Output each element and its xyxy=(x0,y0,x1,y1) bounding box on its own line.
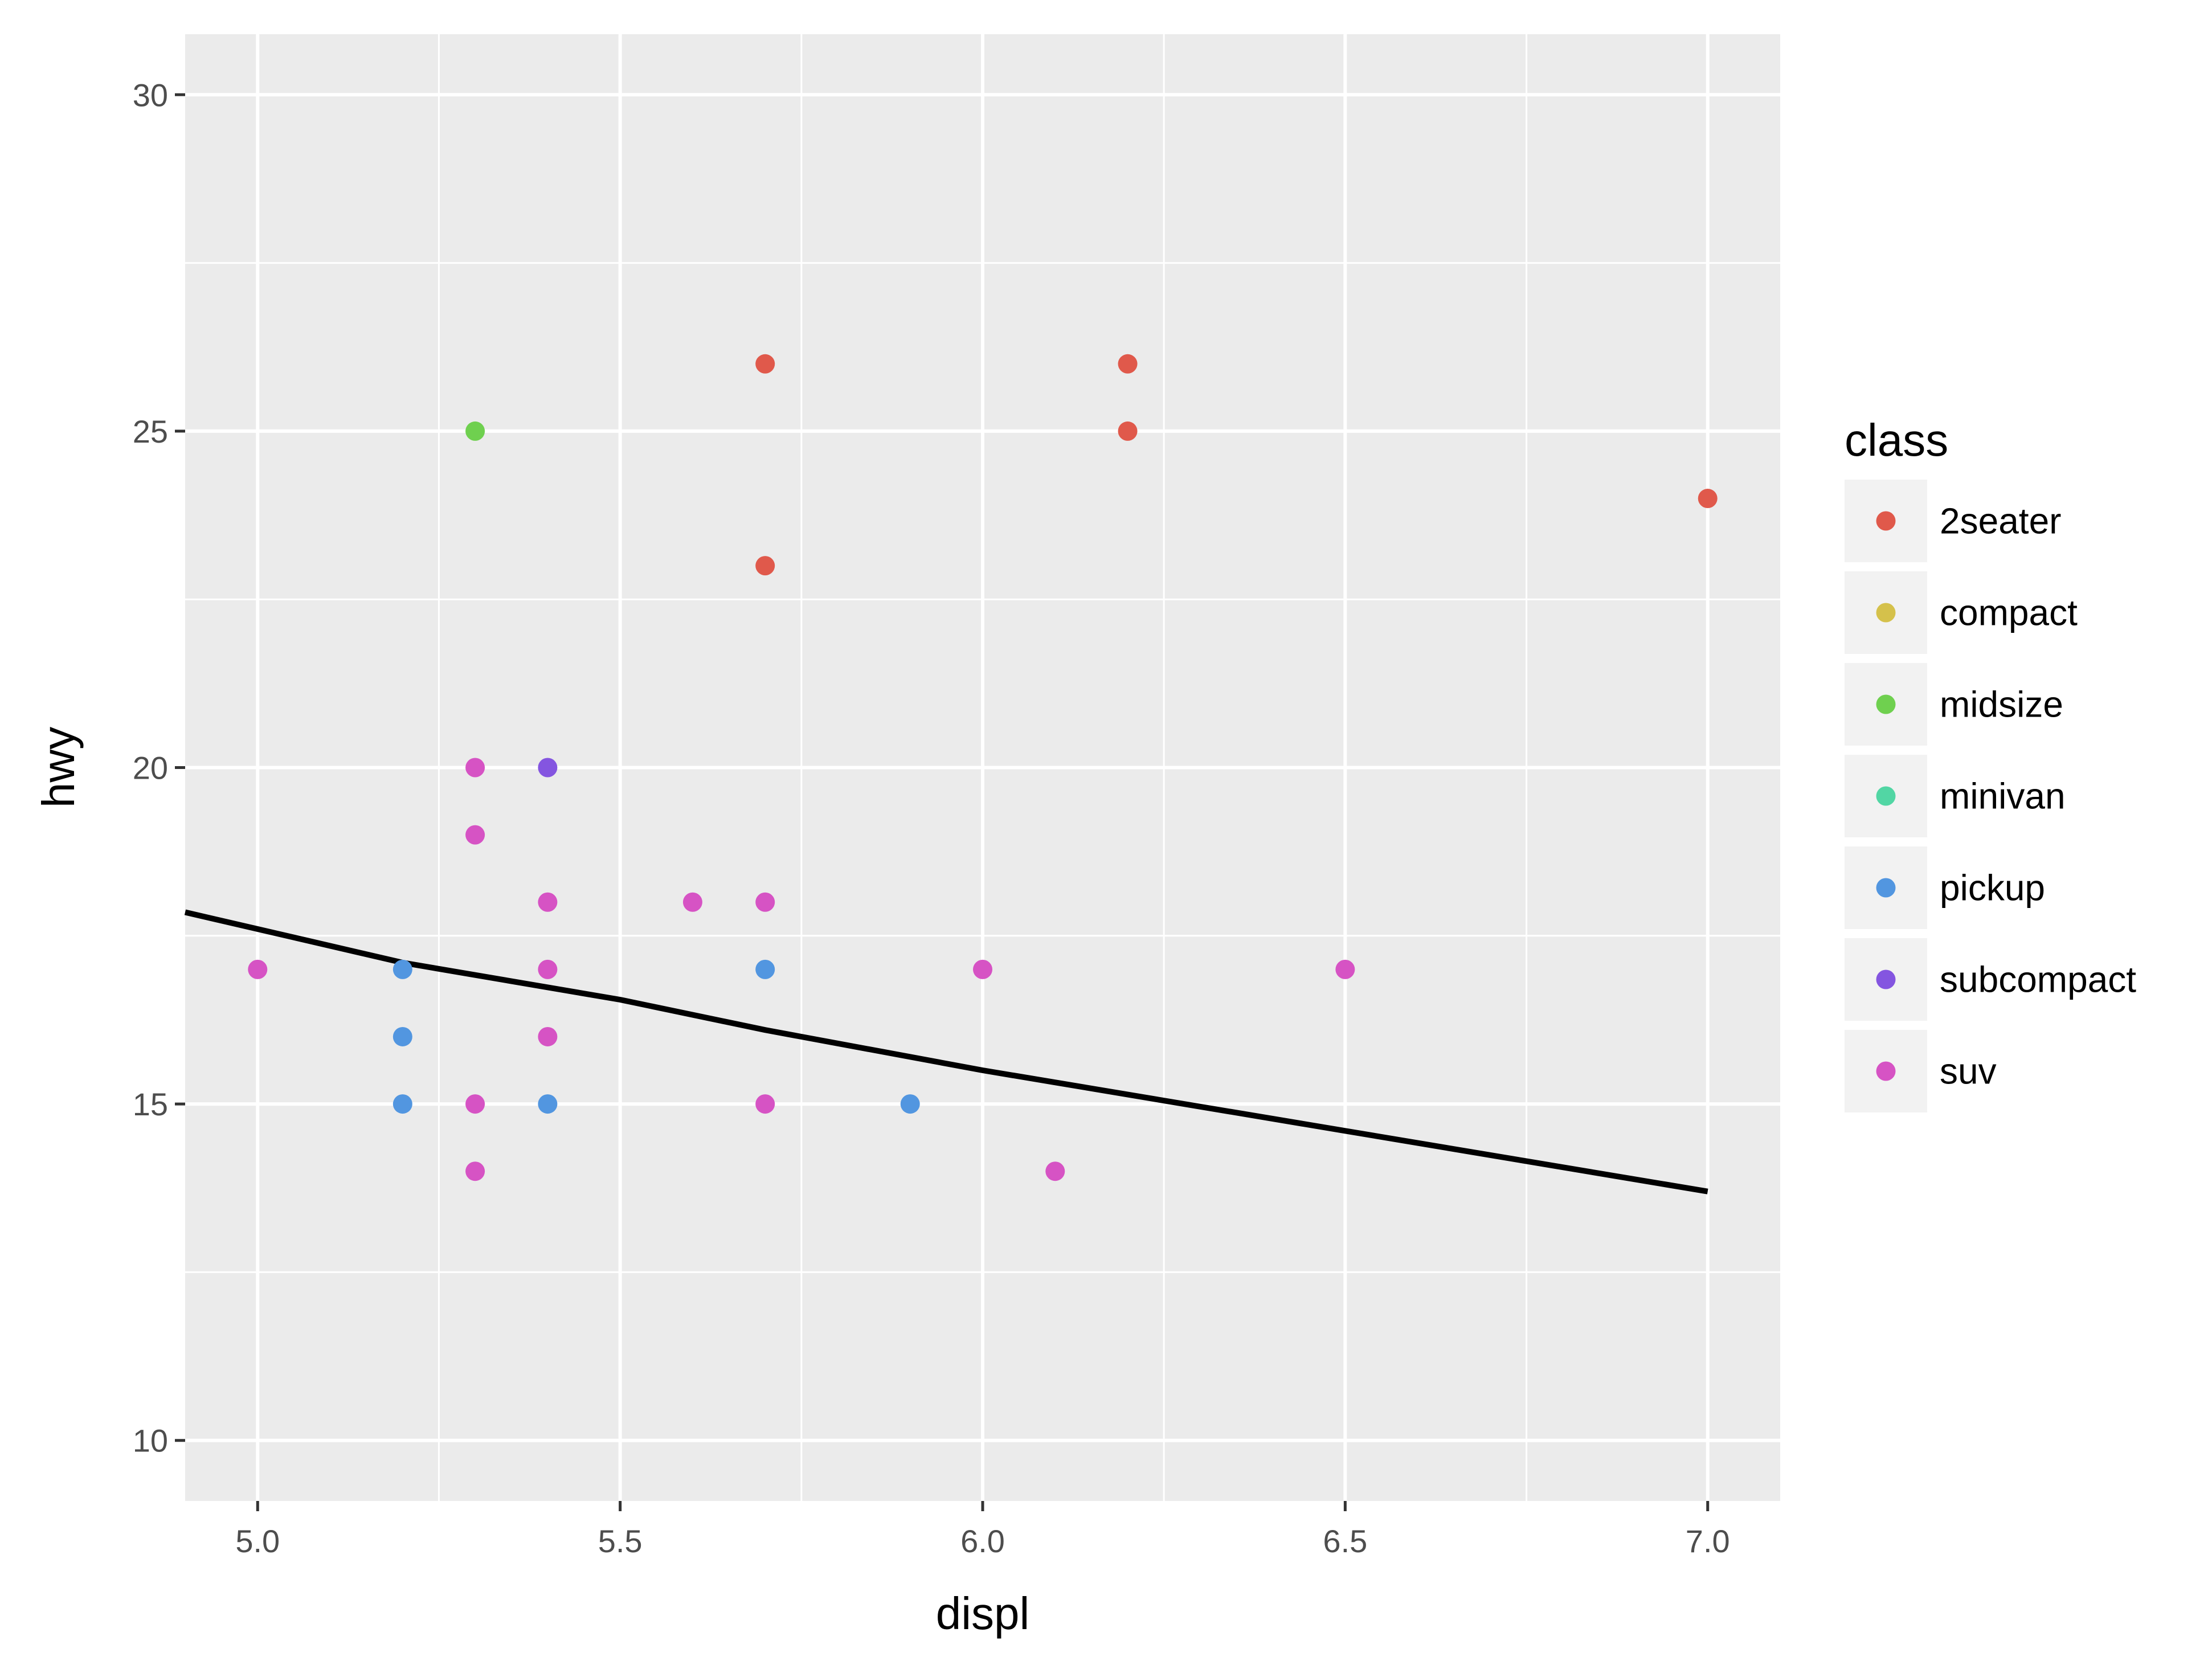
legend-swatch-2seater xyxy=(1876,511,1896,531)
data-points xyxy=(248,354,1718,1181)
data-point-2seater xyxy=(1118,354,1138,374)
x-tick-label: 5.5 xyxy=(598,1523,643,1559)
data-point-suv xyxy=(465,1094,485,1114)
data-point-suv xyxy=(538,959,558,979)
data-point-2seater xyxy=(755,354,775,374)
x-tick-label: 6.5 xyxy=(1323,1523,1367,1559)
legend-label-suv: suv xyxy=(1940,1051,1997,1092)
axes: 5.0 5.5 6.0 6.5 7.0 10 15 20 25 30 xyxy=(133,77,1730,1559)
legend-swatch-subcompact xyxy=(1876,969,1896,989)
y-axis-title: hwy xyxy=(33,727,84,808)
x-tick-label: 6.0 xyxy=(960,1523,1005,1559)
data-point-suv xyxy=(755,892,775,912)
x-tick-label: 7.0 xyxy=(1686,1523,1730,1559)
legend-swatch-compact xyxy=(1876,603,1896,623)
data-point-pickup xyxy=(392,1026,412,1046)
y-tick-label: 30 xyxy=(133,77,168,113)
trend-line-group xyxy=(184,909,1708,1194)
legend-label-minivan: minivan xyxy=(1940,776,2066,817)
data-point-pickup xyxy=(392,1094,412,1114)
trend-line xyxy=(184,909,1708,1194)
data-point-suv xyxy=(973,959,992,979)
legend-label-midsize: midsize xyxy=(1940,684,2063,725)
data-point-pickup xyxy=(538,1094,558,1114)
data-point-2seater xyxy=(755,556,775,576)
data-point-pickup xyxy=(900,1094,920,1114)
legend-swatch-minivan xyxy=(1876,786,1896,806)
data-point-2seater xyxy=(1698,489,1718,509)
data-point-subcompact xyxy=(538,758,558,778)
legend-swatch-pickup xyxy=(1876,878,1896,898)
data-point-midsize xyxy=(465,421,485,441)
legend-swatch-midsize xyxy=(1876,694,1896,714)
y-tick-label: 10 xyxy=(133,1423,168,1459)
data-point-suv xyxy=(465,758,485,778)
data-point-suv xyxy=(538,1026,558,1046)
data-point-suv xyxy=(755,1094,775,1114)
legend-label-pickup: pickup xyxy=(1940,868,2045,909)
legend: class 2seater compact midsize minivan pickup… xyxy=(1845,415,2136,1112)
data-point-suv xyxy=(465,825,485,845)
y-tick-label: 25 xyxy=(133,414,168,449)
data-point-pickup xyxy=(755,959,775,979)
x-axis-title: displ xyxy=(936,1588,1030,1639)
data-point-2seater xyxy=(1118,421,1138,441)
y-tick-label: 15 xyxy=(133,1086,168,1122)
data-point-suv xyxy=(682,892,702,912)
y-tick-label: 20 xyxy=(133,750,168,786)
legend-swatch-suv xyxy=(1876,1061,1896,1081)
data-point-suv xyxy=(538,892,558,912)
data-point-suv xyxy=(248,959,268,979)
legend-label-compact: compact xyxy=(1940,592,2078,633)
data-point-suv xyxy=(465,1161,485,1181)
grid-major xyxy=(185,34,1780,1501)
legend-label-subcompact: subcompact xyxy=(1940,959,2136,1000)
legend-label-2seater: 2seater xyxy=(1940,501,2061,542)
legend-title: class xyxy=(1845,415,1948,465)
data-point-suv xyxy=(1045,1161,1065,1181)
x-tick-label: 5.0 xyxy=(235,1523,280,1559)
data-point-pickup xyxy=(392,959,412,979)
data-point-suv xyxy=(1335,959,1355,979)
